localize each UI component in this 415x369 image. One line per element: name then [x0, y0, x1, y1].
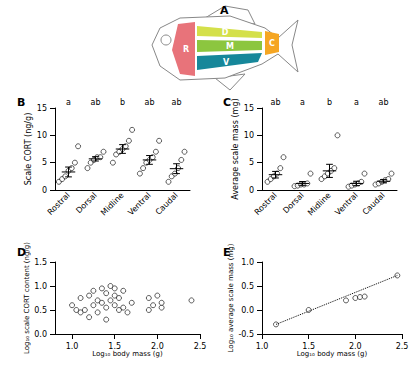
svg-text:0: 0	[42, 186, 47, 195]
svg-text:2.5: 2.5	[194, 342, 207, 351]
svg-text:D: D	[222, 28, 229, 37]
svg-text:ab: ab	[379, 98, 389, 107]
svg-text:b: b	[327, 98, 332, 107]
svg-text:Average scale mass (mg): Average scale mass (mg)	[231, 98, 240, 199]
svg-text:Rostral: Rostral	[253, 191, 279, 217]
svg-text:0.5: 0.5	[241, 282, 254, 291]
svg-text:1.0: 1.0	[34, 282, 47, 291]
svg-text:a: a	[66, 98, 71, 107]
svg-text:0.0: 0.0	[34, 330, 47, 339]
svg-text:-0.5: -0.5	[238, 330, 254, 339]
svg-text:1.5: 1.5	[34, 258, 47, 267]
svg-text:Ventral: Ventral	[126, 191, 152, 217]
svg-text:Log₁₀ body mass (g): Log₁₀ body mass (g)	[297, 350, 368, 358]
svg-text:0: 0	[249, 186, 254, 195]
svg-text:2.0: 2.0	[349, 342, 362, 351]
svg-text:5: 5	[249, 158, 254, 167]
svg-text:Log₁₀ scale CORT content (ng/g: Log₁₀ scale CORT content (ng/g)	[22, 242, 31, 354]
svg-text:C: C	[223, 96, 231, 109]
svg-text:1.0: 1.0	[241, 258, 254, 267]
svg-text:V: V	[223, 58, 230, 67]
svg-text:a: a	[300, 98, 305, 107]
svg-text:D: D	[17, 246, 26, 259]
svg-text:1.5: 1.5	[108, 342, 121, 351]
svg-text:2.5: 2.5	[396, 342, 409, 351]
svg-text:Rostral: Rostral	[46, 191, 72, 217]
svg-text:Midline: Midline	[306, 191, 333, 218]
svg-text:a: a	[354, 98, 359, 107]
svg-text:Caudal: Caudal	[154, 191, 180, 217]
svg-text:M: M	[226, 42, 234, 51]
svg-text:C: C	[269, 39, 275, 48]
svg-text:0.5: 0.5	[34, 306, 47, 315]
svg-text:ab: ab	[91, 98, 101, 107]
svg-text:0.0: 0.0	[241, 306, 254, 315]
svg-text:Caudal: Caudal	[361, 191, 387, 217]
svg-text:E: E	[223, 246, 231, 259]
svg-text:1.0: 1.0	[66, 342, 79, 351]
svg-text:Log₁₀ average scale mass (mg): Log₁₀ average scale mass (mg)	[227, 243, 235, 352]
svg-text:B: B	[17, 96, 25, 109]
svg-text:Log₁₀ body mass (g): Log₁₀ body mass (g)	[92, 350, 163, 358]
svg-text:1.5: 1.5	[302, 342, 315, 351]
svg-text:Ventral: Ventral	[333, 191, 359, 217]
svg-text:Scale CORT (ng/g): Scale CORT (ng/g)	[24, 113, 33, 186]
svg-text:Dorsal: Dorsal	[281, 191, 305, 215]
svg-text:10: 10	[244, 131, 254, 140]
svg-text:10: 10	[37, 131, 47, 140]
svg-text:15: 15	[244, 104, 254, 113]
svg-text:A: A	[220, 4, 229, 17]
svg-text:Midline: Midline	[99, 191, 126, 218]
svg-text:15: 15	[37, 104, 47, 113]
svg-text:2.0: 2.0	[151, 342, 164, 351]
svg-text:5: 5	[42, 158, 47, 167]
svg-text:ab: ab	[145, 98, 155, 107]
svg-text:1.0: 1.0	[256, 342, 269, 351]
svg-text:b: b	[120, 98, 125, 107]
svg-text:R: R	[183, 45, 189, 54]
svg-text:ab: ab	[172, 98, 182, 107]
svg-text:ab: ab	[271, 98, 281, 107]
svg-text:Dorsal: Dorsal	[74, 191, 98, 215]
